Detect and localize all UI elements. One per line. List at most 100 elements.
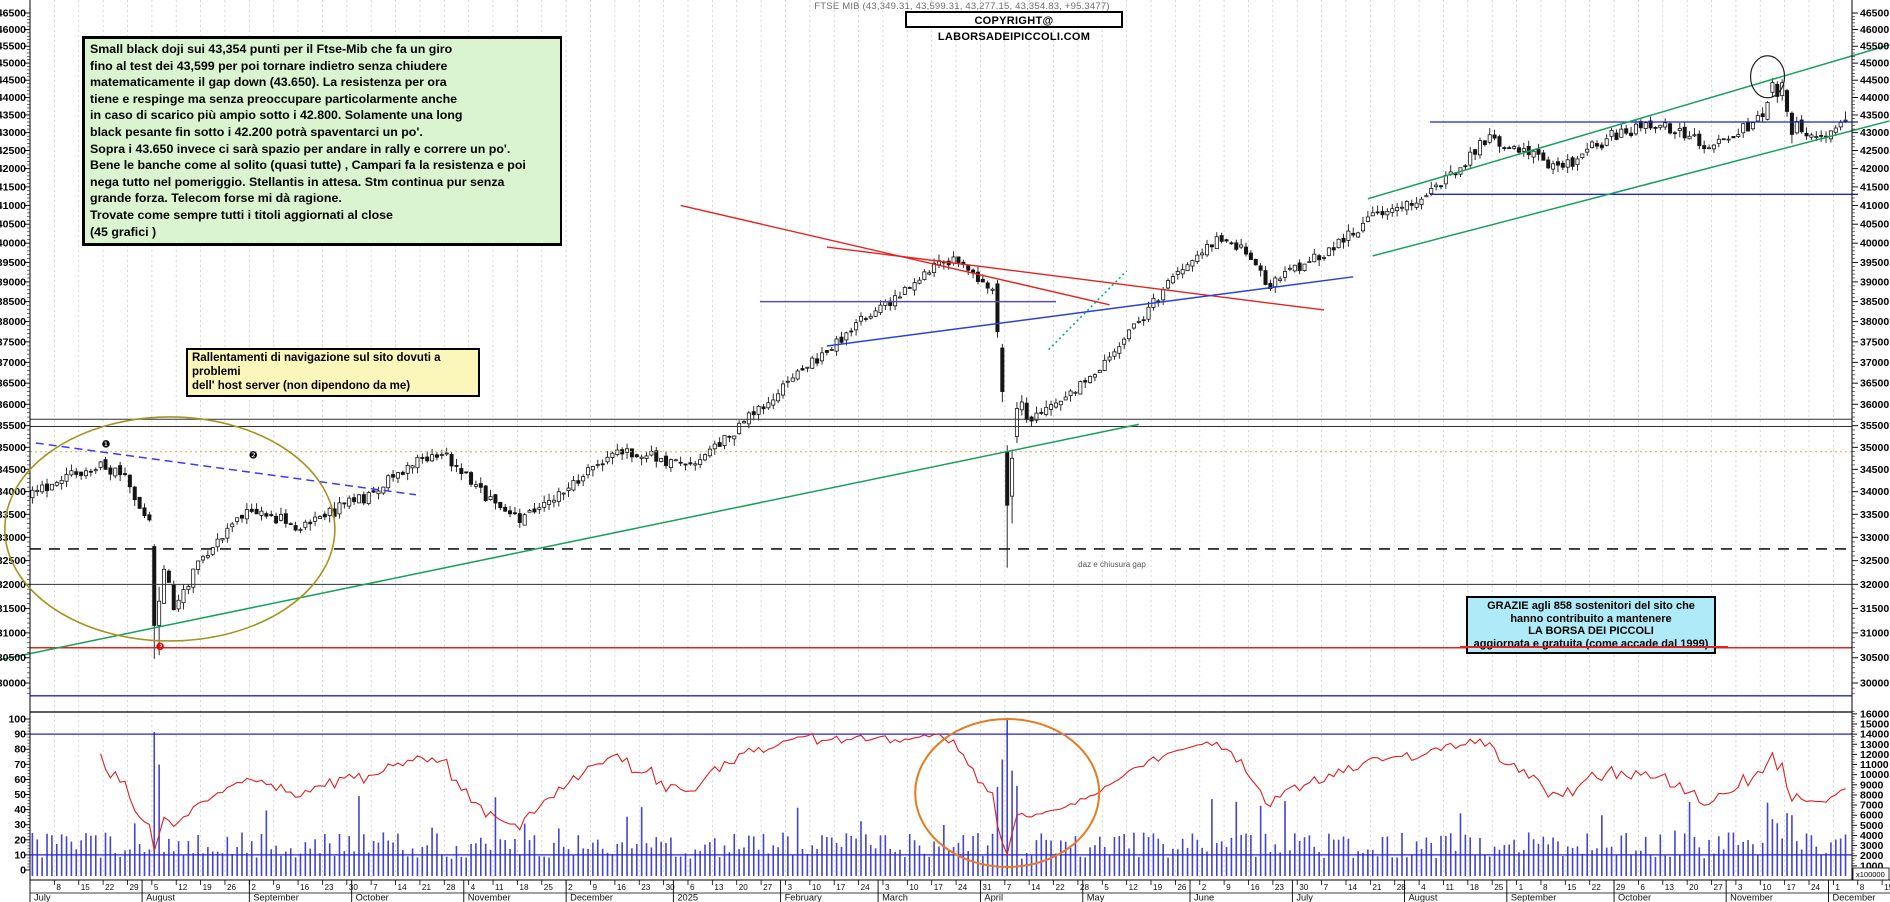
svg-text:23: 23 [1275,883,1285,892]
svg-text:20: 20 [1689,883,1699,892]
svg-text:41000: 41000 [1860,200,1889,212]
svg-text:33000: 33000 [1860,532,1889,544]
svg-text:37500: 37500 [1860,336,1889,348]
svg-text:August: August [146,893,175,902]
svg-text:August: August [1408,893,1437,902]
svg-text:21: 21 [1372,883,1382,892]
svg-text:30000: 30000 [0,678,26,690]
svg-text:42000: 42000 [0,163,26,175]
svg-text:6: 6 [690,883,695,892]
svg-text:38000: 38000 [0,316,26,328]
svg-text:27: 27 [1714,883,1724,892]
svg-text:100: 100 [8,714,26,726]
svg-text:16: 16 [1251,883,1261,892]
svg-text:45500: 45500 [0,41,26,53]
svg-text:34000: 34000 [0,486,26,498]
svg-text:30: 30 [666,883,676,892]
svg-text:2025: 2025 [677,893,698,902]
svg-text:23: 23 [324,883,334,892]
svg-text:26: 26 [227,883,237,892]
svg-text:41500: 41500 [1860,181,1889,193]
svg-text:7: 7 [373,883,378,892]
svg-text:42500: 42500 [1860,145,1889,157]
svg-text:3: 3 [885,883,890,892]
svg-text:16: 16 [617,883,627,892]
svg-text:20: 20 [14,834,26,846]
svg-text:5000: 5000 [1860,820,1884,832]
svg-text:43000: 43000 [0,127,26,139]
svg-text:36500: 36500 [0,378,26,390]
oscillator-line [100,732,1846,857]
svg-text:11000: 11000 [1860,759,1889,771]
svg-text:9: 9 [276,883,281,892]
svg-text:8: 8 [1860,883,1865,892]
svg-text:17: 17 [836,883,846,892]
svg-text:35500: 35500 [0,420,26,432]
svg-text:37000: 37000 [0,357,26,369]
server-note-box: Rallentamenti di navigazione sul sito do… [186,348,480,397]
svg-text:42000: 42000 [1860,163,1889,175]
svg-text:42500: 42500 [0,145,26,157]
svg-text:March: March [882,893,908,902]
svg-text:11: 11 [1445,883,1454,892]
svg-text:45500: 45500 [1860,41,1889,53]
svg-text:10: 10 [14,849,26,861]
highlight-ellipse [1749,55,1786,99]
svg-text:33000: 33000 [0,532,26,544]
svg-text:13: 13 [1665,883,1675,892]
svg-text:10: 10 [909,883,919,892]
svg-text:31000: 31000 [1860,627,1889,639]
svg-text:November: November [468,893,511,902]
svg-text:38000: 38000 [1860,316,1889,328]
svg-text:29: 29 [129,883,139,892]
commentary-box: Small black doji sui 43,354 punti per il… [82,36,562,247]
svg-text:39500: 39500 [0,257,26,269]
svg-text:46000: 46000 [1860,24,1889,36]
support-line-overlay [1460,646,1728,648]
svg-text:44500: 44500 [0,75,26,87]
svg-text:November: November [1730,893,1773,902]
svg-text:14: 14 [1031,883,1041,892]
svg-text:32000: 32000 [0,579,26,591]
svg-text:17: 17 [1787,883,1797,892]
svg-text:39000: 39000 [1860,276,1889,288]
svg-text:29: 29 [1616,883,1626,892]
svg-text:2: 2 [568,883,573,892]
svg-text:38500: 38500 [0,296,26,308]
svg-text:18: 18 [519,883,529,892]
svg-text:December: December [1833,893,1876,902]
svg-text:18: 18 [1470,883,1480,892]
svg-text:46000: 46000 [0,24,26,36]
svg-text:40000: 40000 [0,238,26,250]
circled-number-marker: ❷ [249,450,258,461]
svg-text:4: 4 [471,883,476,892]
svg-text:September: September [1511,893,1556,902]
svg-text:4: 4 [1421,883,1426,892]
svg-text:34500: 34500 [1860,464,1889,476]
svg-text:11: 11 [495,883,504,892]
svg-text:80: 80 [14,744,26,756]
svg-text:6000: 6000 [1860,810,1884,822]
svg-text:27: 27 [763,883,773,892]
svg-text:33500: 33500 [1860,509,1889,521]
svg-text:October: October [356,893,389,902]
svg-text:2: 2 [251,883,256,892]
svg-text:40500: 40500 [0,219,26,231]
svg-text:25: 25 [544,883,554,892]
svg-text:13: 13 [714,883,724,892]
svg-text:February: February [785,893,823,902]
svg-text:3: 3 [1738,883,1743,892]
svg-text:36000: 36000 [0,399,26,411]
svg-text:May: May [1087,893,1105,902]
svg-text:30: 30 [14,819,26,831]
svg-text:26: 26 [1177,883,1187,892]
svg-text:20: 20 [739,883,749,892]
svg-text:12: 12 [178,883,188,892]
svg-text:31: 31 [982,883,992,892]
svg-text:April: April [984,893,1003,902]
svg-text:9: 9 [593,883,598,892]
svg-text:37500: 37500 [0,336,26,348]
svg-text:28: 28 [446,883,456,892]
svg-text:14000: 14000 [1860,729,1889,741]
